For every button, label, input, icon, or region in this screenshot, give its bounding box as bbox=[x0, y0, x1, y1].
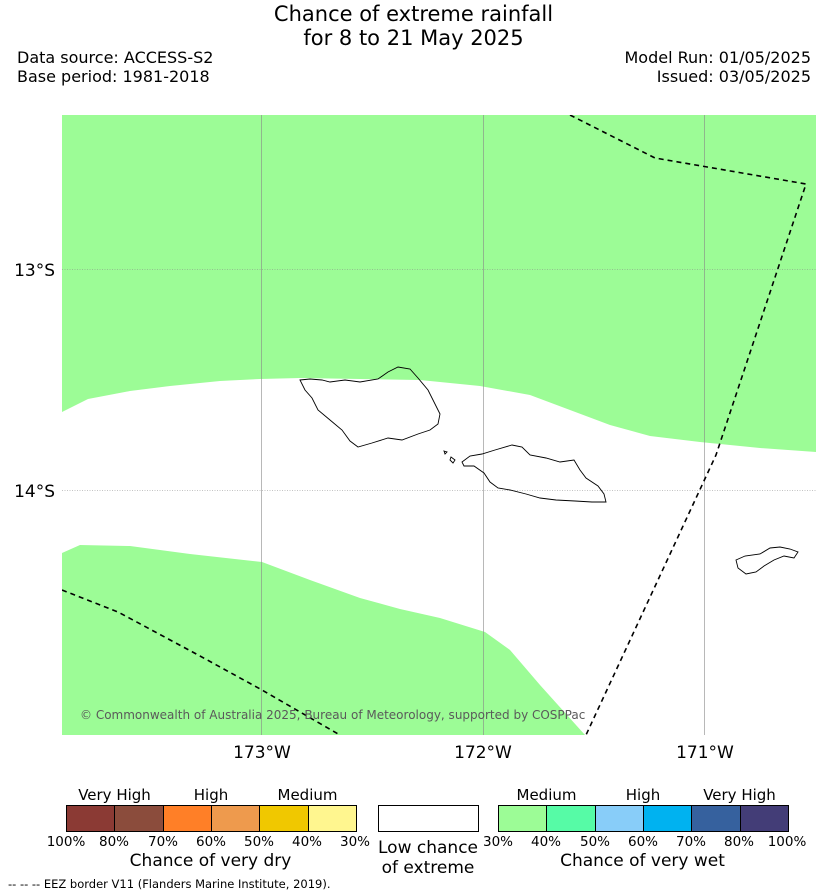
tutuila-island bbox=[735, 546, 799, 575]
dry-tick: 100% bbox=[46, 834, 86, 850]
dry-swatch bbox=[211, 806, 261, 831]
dry-tick: 50% bbox=[243, 834, 275, 850]
neutral-caption-line-2: of extreme bbox=[381, 858, 475, 878]
eez-border-southwest bbox=[62, 589, 341, 735]
copyright-notice: © Commonwealth of Australia 2025, Bureau… bbox=[80, 708, 585, 722]
dry-tick: 70% bbox=[147, 834, 179, 850]
upolu-island bbox=[461, 444, 607, 503]
dry-swatch bbox=[260, 806, 309, 831]
neutral-caption: Low chance of extreme bbox=[363, 838, 493, 878]
lon-label-171w: 171°W bbox=[676, 743, 734, 763]
eez-border-east bbox=[569, 115, 808, 735]
dry-tick: 60% bbox=[195, 834, 227, 850]
wet-caption: Chance of very wet bbox=[560, 851, 725, 871]
wet-region-north bbox=[62, 115, 816, 452]
chart-title: Chance of extreme rainfall for 8 to 21 M… bbox=[0, 2, 827, 50]
rainfall-map: © Commonwealth of Australia 2025, Bureau… bbox=[14, 115, 816, 763]
model-run: Model Run: 01/05/2025 bbox=[624, 48, 812, 67]
wet-tick: 30% bbox=[482, 834, 514, 850]
base-period: Base period: 1981-2018 bbox=[17, 67, 210, 86]
dry-swatch bbox=[115, 806, 164, 831]
dry-tick: 40% bbox=[291, 834, 323, 850]
lon-label-172w: 172°W bbox=[454, 743, 512, 763]
wet-tick: 80% bbox=[723, 834, 755, 850]
dry-colorbar bbox=[66, 805, 357, 832]
lat-label-14s: 14°S bbox=[14, 482, 55, 502]
wet-swatch bbox=[595, 806, 644, 831]
wet-tick: 70% bbox=[675, 834, 707, 850]
manono-islet bbox=[449, 456, 456, 464]
coastlines bbox=[299, 366, 799, 575]
graticule bbox=[62, 115, 816, 735]
dry-head-very-high: Very High bbox=[78, 786, 151, 804]
wet-tick: 100% bbox=[767, 834, 807, 850]
wet-tick: 60% bbox=[627, 834, 659, 850]
eez-border bbox=[62, 115, 808, 735]
dry-swatch bbox=[308, 806, 356, 831]
dry-tick: 30% bbox=[339, 834, 371, 850]
data-source: Data source: ACCESS-S2 bbox=[17, 48, 214, 67]
wet-tick: 50% bbox=[579, 834, 611, 850]
wet-swatch bbox=[643, 806, 693, 831]
wet-swatch bbox=[692, 806, 741, 831]
wet-swatch bbox=[499, 806, 548, 831]
lon-label-173w: 173°W bbox=[233, 743, 291, 763]
lat-label-13s: 13°S bbox=[14, 261, 55, 281]
dry-head-medium: Medium bbox=[277, 786, 338, 804]
issued-date: Issued: 03/05/2025 bbox=[656, 67, 811, 86]
source-info: Data source: ACCESS-S2 Base period: 1981… bbox=[17, 48, 213, 86]
wet-region-south bbox=[62, 545, 585, 735]
apolima-islet bbox=[443, 450, 448, 455]
dry-head-high: High bbox=[193, 786, 229, 804]
wet-head-medium: Medium bbox=[516, 786, 577, 804]
dry-caption: Chance of very dry bbox=[129, 851, 292, 871]
dry-tick: 80% bbox=[98, 834, 130, 850]
eez-footnote: -- -- -- EEZ border V11 (Flanders Marine… bbox=[8, 877, 331, 891]
wet-swatch bbox=[740, 806, 788, 831]
title-line-1: Chance of extreme rainfall bbox=[273, 2, 554, 26]
savaii-island bbox=[299, 366, 441, 448]
run-info: Model Run: 01/05/2025 Issued: 03/05/2025 bbox=[625, 48, 812, 86]
dry-swatch bbox=[163, 806, 212, 831]
dry-swatch bbox=[67, 806, 116, 831]
wet-colorbar bbox=[498, 805, 789, 832]
neutral-swatch bbox=[378, 805, 479, 832]
wet-head-very-high: Very High bbox=[703, 786, 776, 804]
title-line-2: for 8 to 21 May 2025 bbox=[303, 26, 524, 50]
wet-tick: 40% bbox=[530, 834, 562, 850]
wet-head-high: High bbox=[625, 786, 661, 804]
wet-swatch bbox=[547, 806, 596, 831]
neutral-caption-line-1: Low chance bbox=[378, 838, 478, 858]
